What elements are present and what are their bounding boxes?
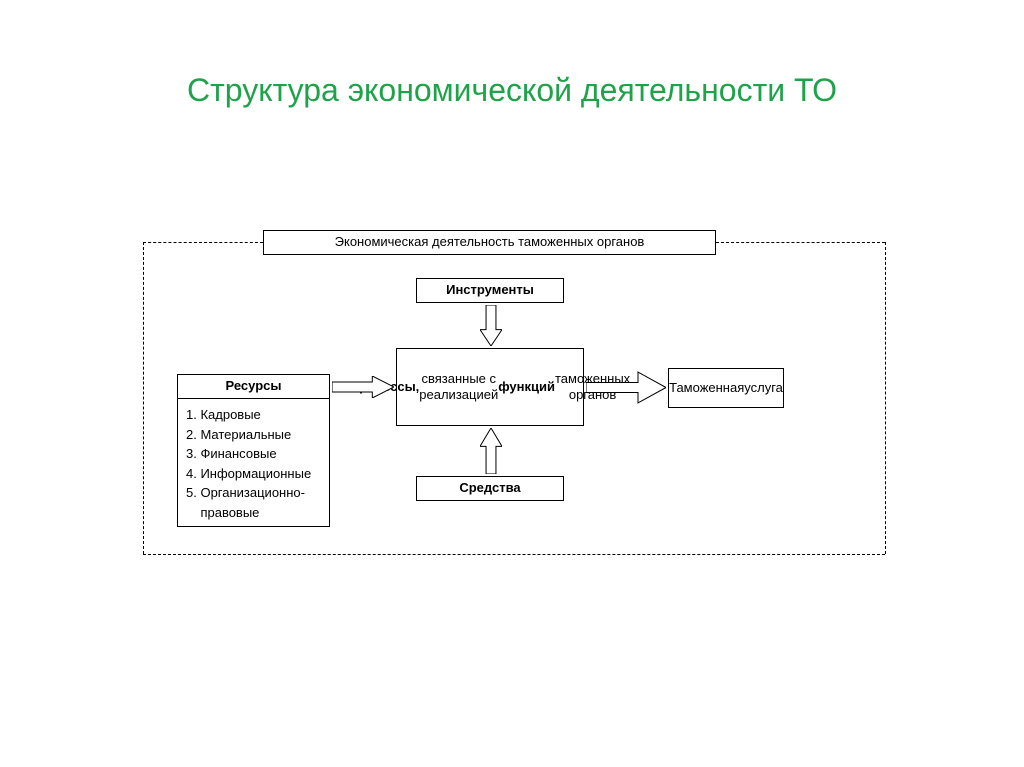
node-instruments: Инструменты	[416, 278, 564, 303]
frame-right	[885, 242, 886, 554]
node-economic-activity: Экономическая деятельность таможенных ор…	[263, 230, 716, 255]
frame-left	[143, 242, 144, 554]
arrow-resources-to-processes	[332, 376, 394, 398]
node-customs-service: Таможеннаяуслуга	[668, 368, 784, 408]
slide: Структура экономической деятельности ТО …	[0, 0, 1024, 767]
slide-title: Структура экономической деятельности ТО	[0, 72, 1024, 109]
arrow-processes-to-service	[586, 371, 666, 404]
arrow-means-to-processes	[480, 428, 502, 474]
node-resources-list: 1. Кадровые2. Материальные3. Финансовые4…	[177, 399, 330, 527]
frame-bottom	[143, 554, 885, 555]
node-processes: Процессы,связанные с реализациейфункцийт…	[396, 348, 584, 426]
arrow-instruments-to-processes	[480, 305, 502, 346]
diagram: Экономическая деятельность таможенных ор…	[140, 220, 888, 556]
node-resources: Ресурсы	[177, 374, 330, 399]
node-means: Средства	[416, 476, 564, 501]
frame-top-right	[716, 242, 885, 243]
frame-top-left	[143, 242, 263, 243]
